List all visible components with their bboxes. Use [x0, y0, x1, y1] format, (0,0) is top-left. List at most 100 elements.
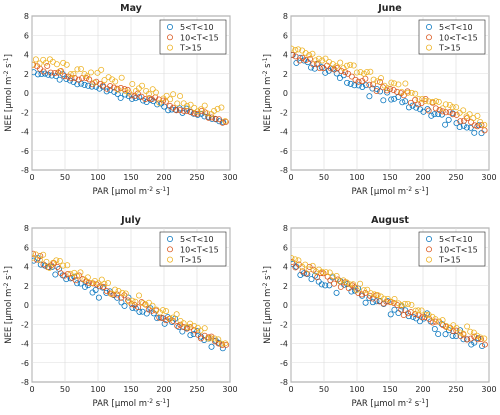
- data-point: [305, 266, 312, 273]
- data-point: [132, 298, 139, 305]
- data-point: [95, 294, 102, 301]
- legend-marker: [426, 24, 432, 30]
- y-tick-label: 4: [24, 51, 29, 60]
- data-point: [346, 281, 353, 288]
- data-point: [76, 272, 83, 279]
- data-point: [422, 97, 429, 104]
- data-point: [379, 84, 386, 91]
- data-point: [316, 65, 323, 72]
- y-tick-label: 4: [283, 263, 288, 272]
- x-tick-label: 250: [448, 385, 463, 394]
- y-tick-label: -4: [280, 128, 288, 137]
- legend-entry: 5<T<10: [439, 235, 473, 244]
- legend-entry: 10<T<15: [180, 245, 219, 254]
- data-point: [96, 85, 103, 92]
- data-point: [342, 69, 349, 76]
- data-point: [163, 317, 170, 324]
- data-point: [318, 281, 325, 288]
- data-point: [351, 82, 358, 89]
- y-tick-label: -6: [21, 147, 29, 156]
- data-point: [153, 306, 160, 313]
- data-point: [308, 276, 315, 283]
- data-point: [180, 320, 187, 327]
- legend-entry: T>15: [438, 256, 461, 265]
- data-point: [60, 262, 67, 269]
- y-tick-label: -2: [21, 320, 29, 329]
- data-point: [122, 290, 129, 297]
- data-point: [453, 104, 460, 111]
- data-point: [109, 76, 116, 83]
- data-point: [43, 258, 50, 265]
- data-point: [179, 328, 186, 335]
- data-point: [422, 311, 429, 318]
- legend-box: [159, 19, 227, 55]
- y-axis-label: NEE [μmol m-2 s-1]: [262, 54, 274, 132]
- data-point: [295, 46, 302, 53]
- data-point: [91, 79, 98, 86]
- data-point: [112, 78, 119, 85]
- data-point: [457, 329, 464, 336]
- data-point: [54, 263, 61, 270]
- data-point: [412, 307, 419, 314]
- legend-entry: 5<T<10: [180, 235, 214, 244]
- data-point: [439, 317, 446, 324]
- data-point: [309, 262, 316, 269]
- y-tick-label: -8: [21, 166, 29, 175]
- data-point: [291, 45, 295, 52]
- x-axis-label: PAR [μmol m-2 s-1]: [351, 398, 428, 410]
- y-axis-label: NEE [μmol m-2 s-1]: [3, 54, 15, 132]
- y-tick-label: 6: [24, 31, 29, 40]
- data-point: [122, 87, 129, 94]
- data-point: [344, 79, 351, 86]
- x-tick-label: 0: [29, 385, 34, 394]
- data-point: [435, 98, 442, 105]
- y-tick-label: 6: [24, 243, 29, 252]
- data-point: [391, 80, 398, 87]
- data-point: [176, 107, 183, 114]
- data-point: [302, 50, 309, 57]
- data-point: [201, 337, 208, 343]
- data-point: [51, 70, 58, 77]
- data-point: [449, 104, 456, 111]
- data-point: [405, 310, 411, 317]
- data-point: [208, 343, 215, 350]
- x-axis-label: PAR [μmol m-2 s-1]: [92, 398, 169, 410]
- data-point: [442, 121, 449, 128]
- data-point: [366, 81, 373, 88]
- data-point: [61, 272, 68, 279]
- data-point: [187, 324, 194, 331]
- data-point: [336, 75, 343, 81]
- data-point: [85, 279, 92, 286]
- data-point: [173, 311, 180, 318]
- data-point: [129, 297, 136, 304]
- y-tick-label: 2: [283, 282, 288, 291]
- data-point: [446, 109, 453, 116]
- data-point: [145, 306, 152, 313]
- x-axis-label: PAR [μmol m-2 s-1]: [92, 186, 169, 198]
- data-point: [431, 326, 438, 333]
- data-point: [374, 78, 381, 85]
- data-point: [81, 81, 88, 88]
- data-point: [207, 335, 214, 342]
- data-point: [477, 334, 484, 341]
- x-tick-label: 0: [288, 385, 293, 394]
- y-tick-label: -2: [21, 108, 29, 117]
- data-point: [145, 90, 152, 97]
- data-point: [197, 106, 204, 113]
- data-point: [319, 57, 326, 64]
- data-point: [291, 51, 296, 58]
- data-point: [299, 263, 306, 270]
- data-point: [426, 315, 433, 322]
- data-point: [419, 95, 426, 102]
- data-point: [383, 87, 390, 94]
- data-point: [166, 102, 173, 109]
- data-point: [334, 276, 341, 283]
- legend-entry: T>15: [438, 44, 461, 53]
- data-point: [384, 89, 391, 96]
- data-point: [470, 329, 477, 336]
- data-point: [355, 82, 362, 89]
- x-tick-label: 100: [90, 173, 105, 182]
